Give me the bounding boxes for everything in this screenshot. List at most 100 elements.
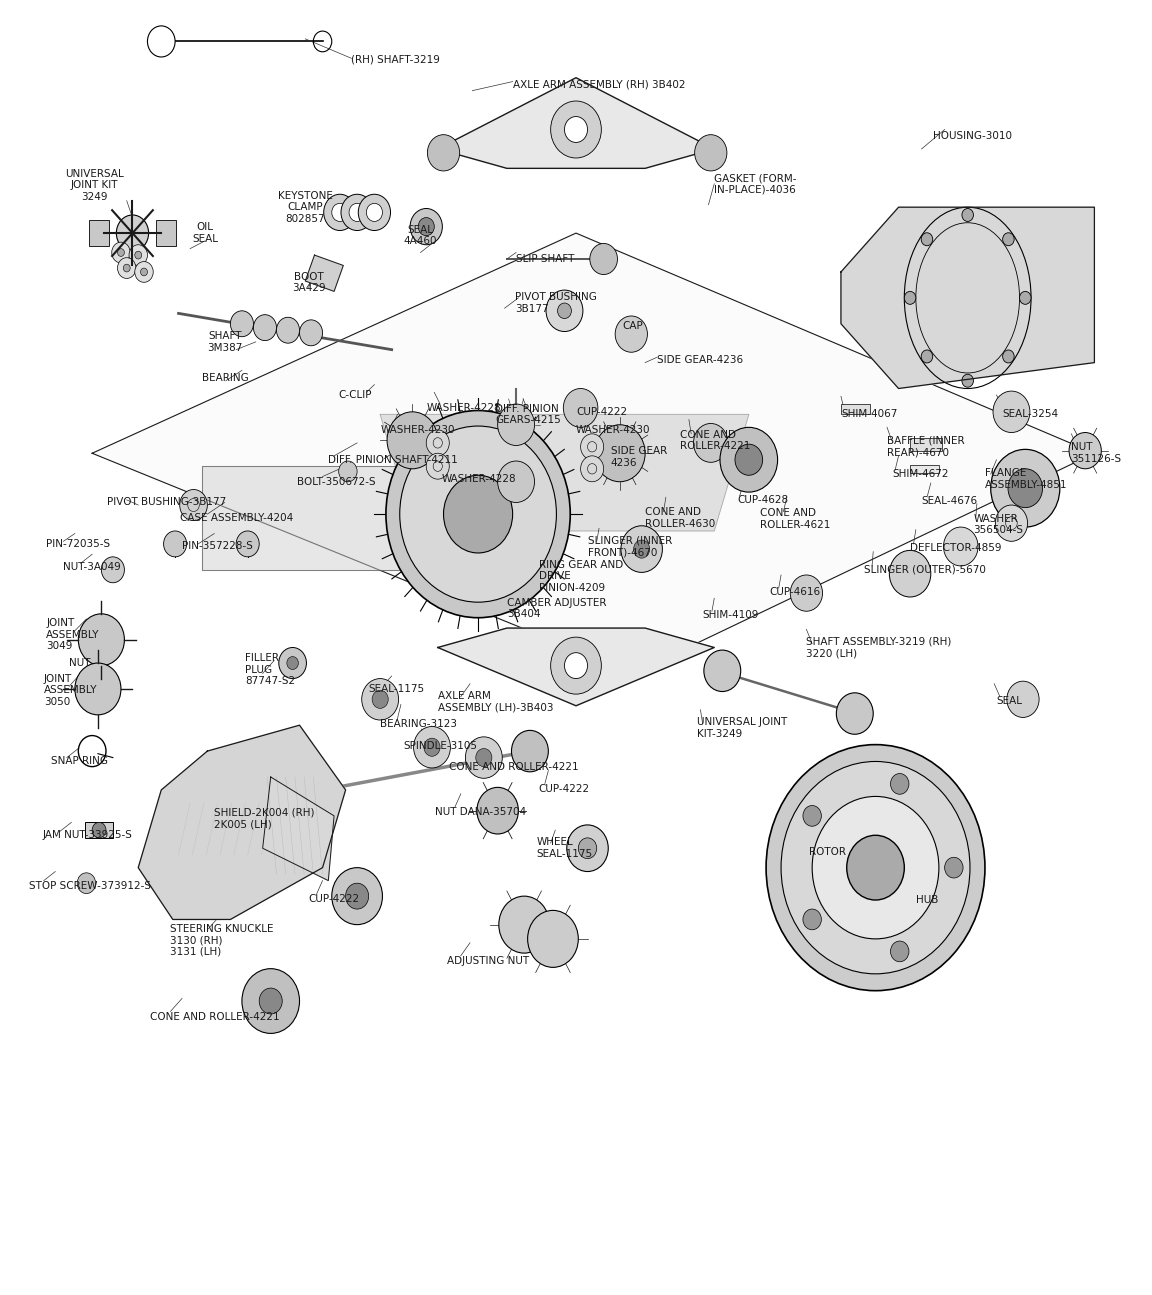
Polygon shape (92, 233, 1094, 673)
Polygon shape (841, 207, 1094, 388)
Text: STOP SCREW-373912-S: STOP SCREW-373912-S (29, 881, 151, 891)
Polygon shape (438, 628, 714, 706)
Text: JAM NUT-33925-S: JAM NUT-33925-S (43, 830, 132, 840)
Circle shape (498, 461, 535, 502)
Circle shape (803, 805, 821, 826)
Circle shape (889, 550, 931, 597)
Circle shape (287, 657, 298, 670)
Circle shape (332, 203, 348, 221)
Circle shape (945, 857, 963, 878)
Text: DIFF. PINION
GEARS-4215: DIFF. PINION GEARS-4215 (495, 404, 561, 425)
Circle shape (564, 653, 588, 679)
Circle shape (180, 490, 207, 521)
Circle shape (77, 873, 96, 894)
Text: SEAL: SEAL (996, 695, 1023, 706)
Text: SLINGER (INNER
FRONT)-4670: SLINGER (INNER FRONT)-4670 (588, 536, 672, 557)
Text: CAP: CAP (622, 321, 643, 332)
Text: NUT
351126-S: NUT 351126-S (1071, 443, 1122, 464)
Circle shape (253, 315, 276, 341)
FancyBboxPatch shape (85, 822, 113, 838)
Circle shape (1002, 350, 1014, 363)
Circle shape (426, 430, 449, 456)
Circle shape (116, 215, 149, 251)
Circle shape (615, 316, 647, 352)
Polygon shape (305, 255, 343, 291)
Text: ROTOR: ROTOR (809, 847, 846, 857)
Text: SIDE GEAR-4236: SIDE GEAR-4236 (657, 355, 743, 365)
Text: FILLER
PLUG
87747-S2: FILLER PLUG 87747-S2 (245, 653, 296, 686)
Circle shape (230, 311, 253, 337)
Text: CUP-4222: CUP-4222 (309, 894, 359, 904)
Text: SHIM-4109: SHIM-4109 (703, 610, 759, 620)
Circle shape (836, 693, 873, 734)
Circle shape (362, 679, 399, 720)
Circle shape (578, 838, 597, 859)
Circle shape (135, 262, 153, 282)
Text: BEARING: BEARING (203, 373, 249, 383)
Circle shape (346, 883, 369, 909)
Circle shape (129, 245, 147, 265)
Circle shape (847, 835, 904, 900)
Text: BOOT
3A429: BOOT 3A429 (291, 272, 326, 293)
Circle shape (563, 388, 598, 427)
Circle shape (324, 194, 356, 231)
Circle shape (567, 825, 608, 872)
Circle shape (164, 531, 187, 557)
Text: UNIVERSAL
JOINT KIT
3249: UNIVERSAL JOINT KIT 3249 (66, 168, 123, 202)
Circle shape (694, 423, 728, 462)
Text: (RH) SHAFT-3219: (RH) SHAFT-3219 (351, 54, 440, 65)
Text: AXLE ARM ASSEMBLY (RH) 3B402: AXLE ARM ASSEMBLY (RH) 3B402 (513, 79, 685, 89)
Circle shape (904, 291, 916, 304)
Circle shape (372, 690, 388, 708)
Circle shape (418, 218, 434, 236)
Circle shape (349, 203, 365, 221)
Circle shape (943, 527, 978, 566)
Circle shape (147, 26, 175, 57)
Circle shape (386, 411, 570, 618)
Circle shape (498, 404, 535, 445)
Circle shape (400, 426, 556, 602)
Circle shape (581, 434, 604, 460)
Text: SEAL-1175: SEAL-1175 (369, 684, 425, 694)
Circle shape (1020, 291, 1031, 304)
Text: NUT-3A049: NUT-3A049 (63, 562, 121, 572)
Text: CUP-4616: CUP-4616 (770, 587, 820, 597)
Circle shape (444, 475, 513, 553)
Circle shape (511, 730, 548, 772)
Circle shape (366, 203, 382, 221)
Text: KEYSTONE
CLAMP
802857: KEYSTONE CLAMP 802857 (278, 190, 333, 224)
Text: AXLE ARM
ASSEMBLY (LH)-3B403: AXLE ARM ASSEMBLY (LH)-3B403 (438, 692, 553, 712)
Circle shape (118, 249, 124, 256)
Circle shape (476, 749, 492, 767)
Text: UNIVERSAL JOINT
KIT-3249: UNIVERSAL JOINT KIT-3249 (697, 717, 787, 738)
Circle shape (551, 101, 601, 158)
Text: BAFFLE (INNER
REAR)-4670: BAFFLE (INNER REAR)-4670 (887, 436, 964, 457)
Circle shape (890, 773, 909, 794)
Circle shape (387, 412, 438, 469)
Text: PIN-357228-S: PIN-357228-S (182, 541, 253, 552)
Circle shape (339, 461, 357, 482)
Text: WASHER-4230: WASHER-4230 (380, 425, 455, 435)
Text: CASE ASSEMBLY-4204: CASE ASSEMBLY-4204 (180, 513, 293, 523)
Circle shape (424, 738, 440, 756)
Circle shape (695, 135, 727, 171)
Circle shape (962, 374, 973, 387)
Text: SHIELD-2K004 (RH)
2K005 (LH): SHIELD-2K004 (RH) 2K005 (LH) (214, 808, 314, 829)
Text: JOINT
ASSEMBLY
3049: JOINT ASSEMBLY 3049 (46, 618, 99, 651)
Circle shape (358, 194, 391, 231)
Text: CONE AND ROLLER-4221: CONE AND ROLLER-4221 (150, 1011, 280, 1022)
Text: BOLT-350672-S: BOLT-350672-S (297, 477, 376, 487)
Text: SPINDLE-3105: SPINDLE-3105 (403, 741, 477, 751)
Circle shape (993, 391, 1030, 433)
Circle shape (1069, 433, 1101, 469)
Circle shape (634, 540, 650, 558)
Circle shape (564, 117, 588, 142)
Circle shape (279, 648, 306, 679)
Circle shape (594, 425, 645, 482)
Text: CONE AND ROLLER-4221: CONE AND ROLLER-4221 (449, 761, 579, 772)
Polygon shape (438, 78, 714, 168)
Text: CAMBER ADJUSTER
3B404: CAMBER ADJUSTER 3B404 (507, 598, 606, 619)
Circle shape (332, 868, 382, 925)
Text: SHAFT
3M387: SHAFT 3M387 (207, 332, 242, 352)
Text: HOUSING-3010: HOUSING-3010 (933, 131, 1013, 141)
